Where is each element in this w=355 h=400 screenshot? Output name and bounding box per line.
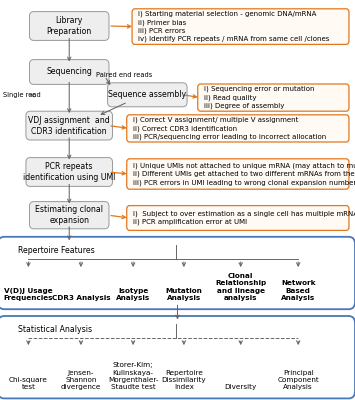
FancyBboxPatch shape [108,83,187,107]
Text: Library
Preparation: Library Preparation [47,16,92,36]
Text: VDJ assignment  and
CDR3 identification: VDJ assignment and CDR3 identification [28,116,110,136]
Text: Clonal
Relationship
and lineage
analysis: Clonal Relationship and lineage analysis [215,273,266,301]
Text: i) Sequencing error or mutation
ii) Read quality
iii) Degree of assembly: i) Sequencing error or mutation ii) Read… [204,86,315,109]
Text: Diversity: Diversity [225,384,257,390]
FancyBboxPatch shape [29,60,109,84]
Text: Mutation
Analysis: Mutation Analysis [165,288,202,301]
Text: Repertoire
Dissimilarity
Index: Repertoire Dissimilarity Index [162,370,206,390]
Text: Estimating clonal
expansion: Estimating clonal expansion [35,205,103,225]
Text: i)  Subject to over estimation as a single cell has multiple mRNA copes
ii) PCR : i) Subject to over estimation as a singl… [133,210,355,226]
FancyBboxPatch shape [26,111,113,140]
Text: Sequencing: Sequencing [46,68,92,76]
Text: Network
Based
Analysis: Network Based Analysis [281,280,316,301]
Text: i) Correct V assignment/ multiple V assignment
ii) Correct CDR3 identification
i: i) Correct V assignment/ multiple V assi… [133,117,326,140]
Text: Chi-square
test: Chi-square test [9,377,48,390]
FancyBboxPatch shape [29,12,109,40]
Text: Principal
Component
Analysis: Principal Component Analysis [277,370,319,390]
FancyBboxPatch shape [127,206,349,230]
Text: CDR3 Analysis: CDR3 Analysis [51,295,110,301]
Text: Statistical Analysis: Statistical Analysis [18,325,93,334]
FancyBboxPatch shape [127,159,349,189]
FancyBboxPatch shape [127,115,349,142]
FancyBboxPatch shape [132,9,349,44]
FancyBboxPatch shape [29,202,109,229]
FancyBboxPatch shape [0,316,355,398]
FancyBboxPatch shape [0,237,355,309]
Text: V(D)J Usage
Frequencies: V(D)J Usage Frequencies [4,288,53,301]
Text: Isotype
Analysis: Isotype Analysis [116,288,150,301]
Text: Jensen-
Shannon
divergence: Jensen- Shannon divergence [61,370,101,390]
Text: Storer-Kim;
Kulinskaya-
Morgenthaler-
Staudte test: Storer-Kim; Kulinskaya- Morgenthaler- St… [108,362,158,390]
Text: Single read: Single read [3,92,41,98]
FancyBboxPatch shape [198,84,349,111]
FancyBboxPatch shape [26,158,113,186]
Text: Repertoire Features: Repertoire Features [18,246,95,255]
Text: i) Starting material selection - genomic DNA/mRNA
ii) Primer bias
iii) PCR error: i) Starting material selection - genomic… [138,11,330,42]
Text: Sequence assembly: Sequence assembly [108,90,186,99]
Text: PCR repeats
identification using UMI: PCR repeats identification using UMI [23,162,115,182]
Text: Paired end reads: Paired end reads [96,72,152,78]
Text: i) Unique UMIs not attached to unique mRNA (may attach to multiple mRNAs)
ii) Di: i) Unique UMIs not attached to unique mR… [133,162,355,186]
